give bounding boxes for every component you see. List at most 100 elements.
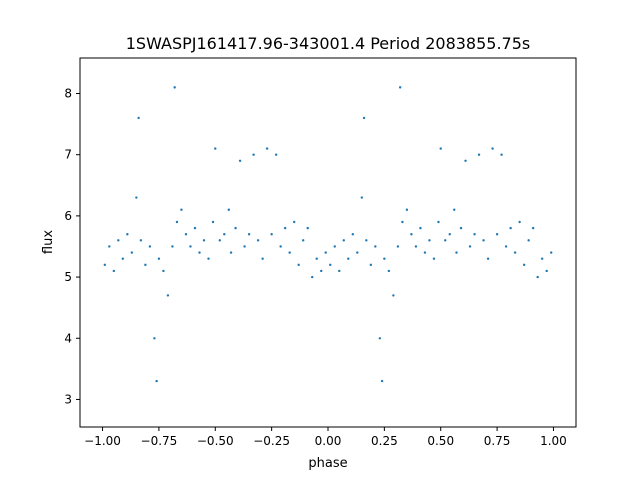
data-point — [157, 257, 161, 260]
data-point — [464, 159, 467, 163]
chart-title: 1SWASPJ161417.96-343001.4 Period 2083855… — [126, 34, 531, 53]
data-point — [311, 275, 314, 279]
data-point — [324, 251, 327, 254]
data-point — [522, 263, 526, 267]
y-axis-label: flux — [41, 230, 56, 254]
data-point — [227, 208, 230, 211]
data-point — [423, 251, 427, 254]
data-point — [292, 220, 296, 224]
data-point — [202, 239, 206, 242]
x-tick-label: −0.75 — [141, 434, 178, 448]
data-point — [439, 147, 442, 150]
data-point — [171, 245, 174, 248]
data-point — [486, 257, 490, 260]
data-point — [545, 269, 548, 273]
data-point — [148, 245, 152, 248]
data-point — [162, 269, 165, 273]
data-point — [166, 294, 170, 297]
x-tick-label: 0.75 — [484, 434, 511, 448]
data-point — [396, 245, 400, 248]
data-point — [139, 239, 143, 242]
data-point — [387, 269, 391, 273]
data-point — [448, 233, 451, 236]
data-point — [173, 86, 176, 89]
data-point — [360, 196, 364, 199]
data-point — [297, 263, 300, 267]
data-point — [103, 263, 107, 267]
data-point — [504, 245, 508, 248]
data-point — [265, 147, 269, 150]
data-point — [247, 233, 251, 236]
data-point — [175, 220, 179, 224]
data-point — [180, 208, 183, 211]
data-point — [536, 275, 539, 279]
data-point — [155, 379, 158, 383]
data-point — [252, 153, 255, 156]
data-point — [135, 196, 138, 199]
data-point — [315, 257, 318, 260]
data-point — [306, 226, 309, 230]
data-point — [473, 233, 476, 236]
x-tick-label: −1.00 — [84, 434, 121, 448]
data-point — [283, 226, 287, 230]
data-point — [491, 147, 494, 150]
data-point — [302, 239, 305, 242]
data-point — [333, 245, 336, 248]
data-point — [274, 153, 278, 156]
data-point — [238, 159, 242, 163]
data-point — [351, 233, 354, 236]
data-point — [193, 226, 197, 230]
data-point — [392, 294, 395, 297]
data-point — [482, 239, 485, 242]
data-point — [500, 153, 503, 156]
data-point — [428, 239, 431, 242]
data-point — [513, 251, 517, 254]
data-point — [184, 233, 188, 236]
data-point — [356, 251, 359, 254]
data-point — [329, 263, 332, 267]
y-tick-label: 3 — [64, 392, 72, 406]
data-point — [320, 269, 323, 273]
x-tick-label: −0.50 — [197, 434, 234, 448]
data-point — [117, 239, 120, 242]
data-points — [103, 86, 553, 383]
data-point — [214, 147, 217, 150]
data-point — [419, 226, 422, 230]
data-point — [270, 233, 273, 236]
data-point — [288, 251, 291, 254]
data-point — [211, 220, 215, 224]
data-point — [468, 245, 472, 248]
data-point — [137, 116, 140, 120]
data-point — [509, 226, 512, 230]
y-tick-label: 7 — [64, 148, 72, 162]
data-point — [189, 245, 192, 248]
data-point — [126, 233, 129, 236]
data-point — [414, 245, 418, 248]
x-tick-label: 0.00 — [315, 434, 342, 448]
data-point — [229, 251, 233, 254]
data-point — [455, 251, 458, 254]
data-point — [374, 245, 377, 248]
data-point — [401, 220, 404, 224]
data-point — [256, 239, 260, 242]
x-tick-label: 0.50 — [427, 434, 454, 448]
y-tick-label: 6 — [64, 209, 72, 223]
data-point — [380, 379, 384, 383]
data-point — [243, 245, 246, 248]
data-point — [378, 337, 382, 340]
data-point — [432, 257, 436, 260]
data-point — [398, 86, 402, 89]
data-point — [218, 239, 221, 242]
data-point — [369, 263, 373, 267]
data-point — [477, 153, 481, 156]
data-point — [365, 239, 368, 242]
data-point — [342, 239, 345, 242]
data-point — [459, 226, 463, 230]
data-point — [518, 220, 521, 224]
data-point — [550, 251, 553, 254]
data-point — [453, 208, 456, 211]
data-point — [444, 239, 447, 242]
data-point — [130, 251, 134, 254]
data-point — [121, 257, 125, 260]
